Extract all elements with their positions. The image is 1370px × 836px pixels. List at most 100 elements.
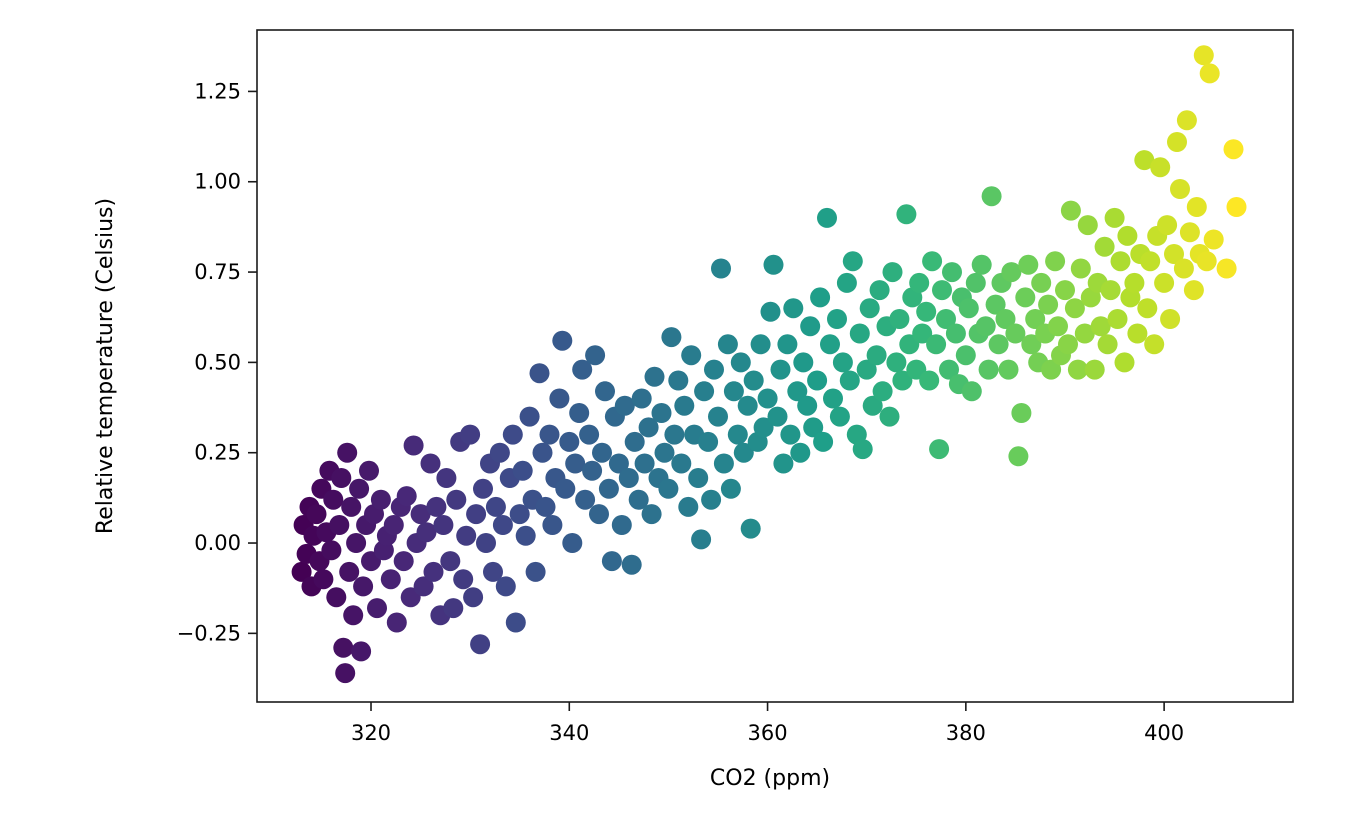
data-point	[1176, 110, 1197, 131]
data-point	[793, 352, 814, 373]
data-point	[1015, 287, 1036, 308]
data-point	[485, 496, 506, 517]
data-point	[919, 370, 940, 391]
x-tick-label: 320	[351, 721, 391, 745]
data-point	[1094, 236, 1115, 257]
data-point	[1021, 334, 1042, 355]
data-point	[1154, 272, 1175, 293]
data-point	[767, 406, 788, 427]
data-point	[1058, 334, 1078, 355]
data-point	[505, 612, 526, 633]
data-point	[862, 395, 883, 416]
data-point	[1064, 298, 1085, 319]
data-point	[353, 576, 374, 597]
data-point	[1137, 298, 1158, 319]
data-point	[942, 262, 962, 283]
data-point	[859, 298, 880, 319]
data-point	[1160, 309, 1181, 329]
data-point	[1048, 316, 1068, 337]
data-point	[1193, 45, 1214, 66]
data-point	[916, 301, 937, 322]
data-point	[674, 395, 695, 416]
data-point	[1025, 309, 1046, 329]
data-point	[383, 515, 404, 535]
data-point	[628, 489, 649, 510]
data-point	[698, 431, 719, 452]
data-point	[1110, 251, 1131, 272]
data-point	[879, 406, 900, 427]
data-point	[598, 478, 619, 499]
data-point	[614, 395, 635, 416]
data-point	[730, 352, 751, 373]
data-point	[1127, 323, 1148, 344]
data-point	[386, 612, 407, 633]
data-point	[346, 533, 367, 553]
data-point	[519, 406, 540, 427]
data-point	[965, 272, 986, 293]
data-point	[654, 442, 675, 463]
data-point	[380, 569, 401, 590]
data-point	[555, 478, 576, 499]
data-point	[436, 468, 457, 488]
data-point	[539, 424, 560, 445]
data-point	[832, 352, 853, 373]
x-tick-label: 380	[946, 721, 986, 745]
y-tick-label: 0.25	[194, 441, 241, 465]
data-point	[668, 370, 689, 391]
data-point	[333, 637, 354, 658]
data-point	[740, 518, 761, 539]
data-point	[711, 258, 731, 279]
data-point	[688, 468, 709, 488]
y-tick-label: 0.75	[194, 260, 241, 284]
x-axis-ticks: 320 340 360 380 400	[351, 702, 1184, 745]
data-point	[463, 587, 484, 608]
data-point	[720, 478, 741, 499]
data-point	[291, 561, 312, 582]
data-point	[321, 540, 342, 561]
data-point	[955, 345, 976, 366]
data-point	[770, 359, 791, 380]
data-point	[359, 460, 379, 481]
data-point	[929, 439, 950, 460]
data-point	[1134, 150, 1155, 171]
data-point	[727, 424, 748, 445]
data-point	[1216, 258, 1237, 279]
data-point	[820, 334, 840, 355]
data-point	[489, 442, 510, 463]
data-point	[1186, 197, 1207, 217]
data-point	[780, 424, 801, 445]
data-point	[763, 254, 784, 275]
data-point	[601, 551, 622, 572]
data-point	[502, 424, 523, 445]
data-point	[641, 504, 662, 525]
data-point	[1144, 334, 1165, 355]
data-point	[423, 561, 444, 582]
data-point	[995, 309, 1016, 329]
data-point	[704, 359, 724, 380]
data-point	[562, 533, 583, 553]
data-point	[582, 460, 603, 481]
data-point	[624, 431, 645, 452]
data-point	[958, 298, 979, 319]
data-point	[1018, 254, 1039, 275]
data-point	[733, 442, 754, 463]
data-point	[849, 323, 870, 344]
data-point	[787, 381, 808, 402]
data-point	[981, 186, 1002, 207]
data-point	[542, 515, 563, 535]
data-point	[1117, 225, 1138, 246]
data-point	[1107, 309, 1128, 329]
data-point	[1038, 294, 1059, 315]
data-point	[549, 388, 570, 409]
data-point	[1223, 139, 1244, 160]
data-point	[671, 453, 692, 474]
data-point	[1060, 200, 1081, 221]
data-point	[836, 272, 857, 293]
data-point	[473, 478, 493, 499]
data-point	[1074, 323, 1095, 344]
data-point	[723, 381, 744, 402]
data-point	[638, 417, 659, 438]
data-point	[529, 363, 550, 384]
data-point	[1100, 280, 1121, 301]
